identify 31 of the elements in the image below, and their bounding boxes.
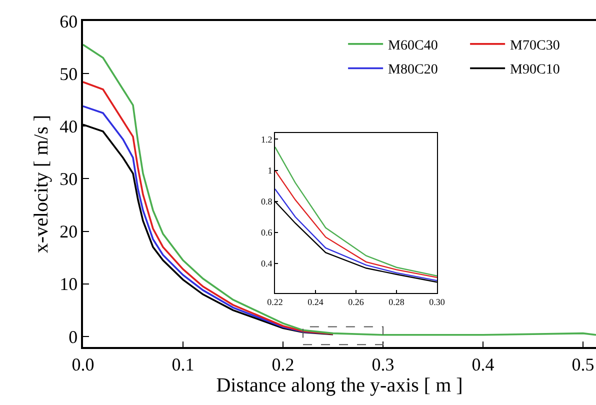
x-tick-label: 0.3 — [372, 354, 394, 374]
x-axis-title: Distance along the y-axis [ m ] — [216, 374, 463, 396]
y-tick-label: 0 — [68, 326, 78, 347]
legend-label: M90C10 — [510, 62, 560, 78]
x-tick-label: 0.22 — [267, 296, 283, 307]
line-series — [275, 146, 437, 277]
legend-label: M70C30 — [510, 38, 560, 54]
legend-label: M60C40 — [388, 38, 438, 54]
x-tick-label: 0.26 — [348, 296, 364, 307]
y-tick-label: 60 — [60, 11, 78, 32]
x-tick-label: 0.2 — [272, 354, 294, 374]
x-tick-label: 0.5 — [572, 354, 594, 374]
line-series — [275, 170, 437, 278]
x-tick-label: 0.1 — [172, 354, 194, 374]
legend-label: M80C20 — [388, 62, 438, 78]
y-tick-label: 0.4 — [260, 258, 273, 269]
y-axis-title: x-velocity [ m/s ] — [30, 114, 53, 254]
y-tick-label: 20 — [60, 222, 78, 242]
x-tick-label: 0.24 — [308, 296, 324, 307]
y-tick-label: 30 — [60, 169, 78, 190]
y-tick-label: 1 — [268, 165, 272, 176]
x-tick-label: 0.4 — [472, 354, 494, 374]
y-tick-label: 10 — [60, 274, 78, 294]
y-tick-label: 0.8 — [260, 196, 273, 206]
y-tick-label: 40 — [60, 116, 78, 136]
y-tick-label: 1.2 — [260, 134, 272, 144]
x-tick-label: 0.0 — [72, 354, 94, 374]
y-tick-label: 50 — [60, 64, 78, 84]
y-tick-label: 0.6 — [260, 228, 273, 238]
x-tick-label: 0.30 — [429, 296, 446, 307]
x-tick-label: 0.28 — [388, 296, 405, 307]
